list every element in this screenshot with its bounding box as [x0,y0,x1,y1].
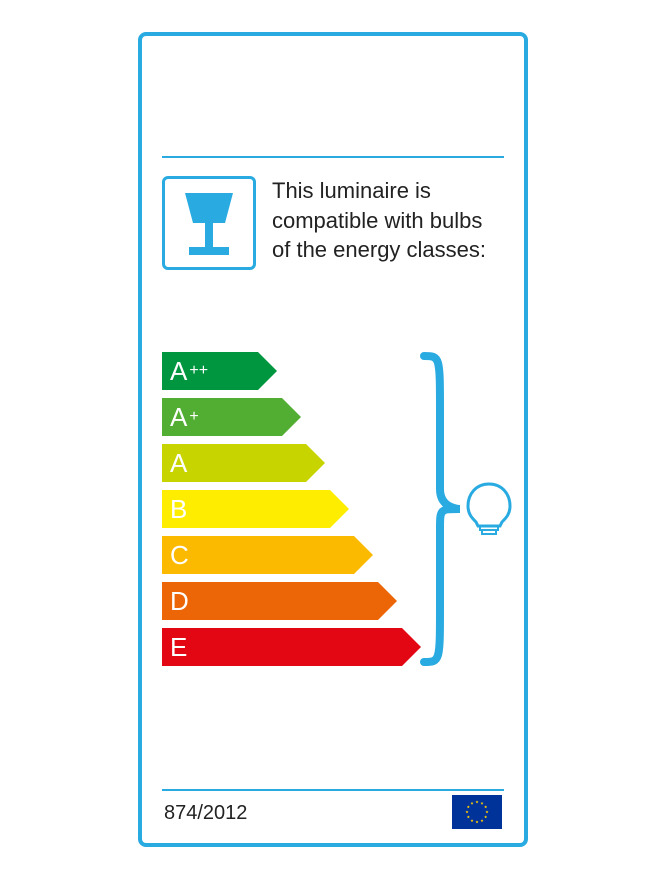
energy-class-label: E [170,632,187,663]
energy-class-bar-body: A++ [162,352,258,390]
bulb-icon [464,480,514,540]
energy-class-bar: B [162,490,422,528]
energy-class-label: D [170,586,189,617]
energy-class-bar-body: C [162,536,354,574]
energy-class-label: A [170,402,187,433]
energy-class-label: C [170,540,189,571]
energy-class-bar-body: E [162,628,402,666]
energy-class-bar: C [162,536,422,574]
energy-class-bar-arrow [258,352,277,390]
energy-class-bars: A++A+ABCDE [162,352,422,674]
energy-class-bar: D [162,582,422,620]
energy-class-bar-arrow [282,398,301,436]
energy-class-label: A [170,448,187,479]
energy-class-bar-body: A+ [162,398,282,436]
energy-class-suffix: + [189,408,198,426]
energy-class-suffix: ++ [189,362,208,380]
header-text: This luminaire is compatible with bulbs … [272,176,504,265]
energy-class-bar-arrow [378,582,397,620]
regulation-text: 874/2012 [164,802,247,825]
energy-class-bar: A [162,444,422,482]
top-divider [162,156,504,158]
eu-flag-icon [452,795,502,829]
header-row: This luminaire is compatible with bulbs … [162,176,504,270]
energy-label-frame: This luminaire is compatible with bulbs … [138,32,528,847]
energy-class-bar-arrow [306,444,325,482]
energy-class-bar-body: B [162,490,330,528]
energy-class-bar-arrow [330,490,349,528]
lamp-icon-box [162,176,256,270]
energy-class-bar-body: A [162,444,306,482]
energy-class-bar: A++ [162,352,422,390]
lamp-icon [165,179,253,267]
energy-class-bar: E [162,628,422,666]
energy-class-bar-body: D [162,582,378,620]
energy-class-bar: A+ [162,398,422,436]
brace-icon [420,352,464,666]
energy-class-label: B [170,494,187,525]
bottom-divider [162,789,504,791]
energy-class-label: A [170,356,187,387]
energy-class-bar-arrow [402,628,421,666]
energy-class-bar-arrow [354,536,373,574]
